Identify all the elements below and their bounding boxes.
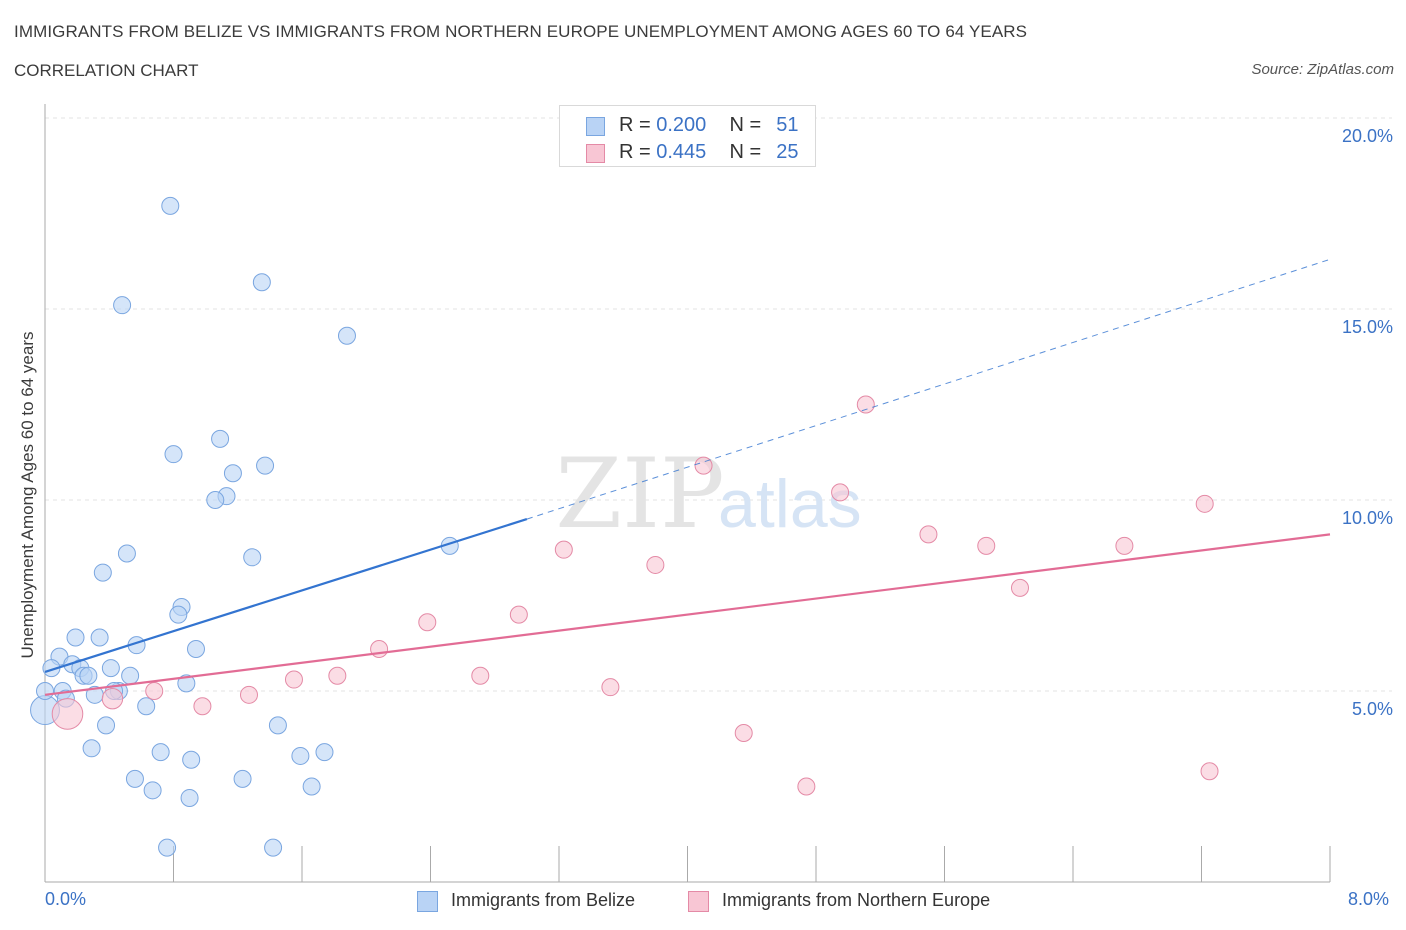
northern-europe-point	[239, 685, 258, 704]
northern-europe-point	[418, 613, 437, 632]
northern-europe-point	[509, 605, 528, 624]
legend-n-label: N =	[729, 114, 762, 136]
belize-point	[291, 746, 310, 765]
belize-point	[252, 273, 271, 292]
y-tick-label: 5.0%	[1352, 699, 1393, 719]
belize-point	[113, 296, 132, 315]
belize-point	[268, 716, 287, 735]
northern-europe-point	[1195, 494, 1214, 513]
x-tick-min: 0.0%	[45, 889, 87, 909]
northern-europe-point	[856, 395, 875, 414]
belize-point	[93, 563, 112, 582]
belize-point	[97, 716, 116, 735]
legend-label-belize: Immigrants from Belize	[451, 890, 636, 910]
belize-point	[79, 666, 98, 685]
northern-europe-point	[694, 456, 713, 475]
belize-point	[169, 605, 188, 624]
belize-point	[143, 781, 162, 800]
belize-trend-extension	[526, 258, 1331, 520]
watermark: ZIP atlas	[555, 438, 861, 550]
northern-europe-point	[328, 666, 347, 685]
legend-r-value: 0.200	[656, 114, 707, 136]
legend-r-label: R =	[619, 114, 651, 136]
northern-europe-point	[977, 536, 996, 555]
watermark-atlas: atlas	[718, 466, 862, 542]
chart-title: IMMIGRANTS FROM BELIZE VS IMMIGRANTS FRO…	[14, 22, 1028, 41]
northern-europe-point	[51, 698, 84, 730]
y-tick-label: 20.0%	[1342, 126, 1393, 146]
northern-europe-point	[919, 525, 938, 544]
belize-point	[223, 464, 242, 483]
y-axis-label: Unemployment Among Ages 60 to 64 years	[18, 331, 37, 659]
legend-n-value: 25	[776, 141, 799, 163]
y-tick-label: 10.0%	[1342, 508, 1393, 528]
belize-point	[180, 788, 199, 807]
belize-point	[315, 743, 334, 762]
belize-point	[90, 628, 109, 647]
belize-point	[161, 196, 180, 215]
legend-r-value: 0.445	[656, 141, 707, 163]
northern-europe-point	[193, 697, 212, 716]
legend-swatch-pink	[688, 891, 709, 912]
belize-point	[66, 628, 85, 647]
northern-europe-point	[284, 670, 303, 689]
watermark-zip: ZIP	[555, 438, 724, 550]
belize-point	[302, 777, 321, 796]
northern-europe-point	[734, 724, 753, 743]
northern-europe-point	[1115, 536, 1134, 555]
legend-r-label: R =	[619, 141, 651, 163]
belize-point	[256, 456, 275, 475]
belize-point	[158, 838, 177, 857]
northern-europe-point	[601, 678, 620, 697]
belize-point	[121, 666, 140, 685]
northern-europe-point	[797, 777, 816, 796]
belize-point	[117, 544, 136, 563]
stats-legend: R = 0.200 N = 51 R = 0.445 N = 25	[559, 105, 816, 167]
belize-point	[243, 548, 262, 567]
belize-trend-line	[44, 518, 528, 673]
northern-europe-point	[471, 666, 490, 685]
belize-point	[206, 491, 225, 509]
belize-point	[233, 769, 252, 788]
belize-point	[264, 838, 283, 857]
belize-point	[137, 697, 156, 716]
legend-swatch-blue	[417, 891, 438, 912]
belize-point	[101, 659, 120, 678]
northern-europe-point	[831, 483, 850, 502]
belize-point	[36, 682, 54, 700]
belize-point	[186, 639, 205, 658]
northern-europe-trend-line	[44, 533, 1331, 696]
y-tick-label: 15.0%	[1342, 317, 1393, 337]
chart-subtitle: CORRELATION CHART	[14, 61, 199, 80]
northern-europe-point	[646, 555, 665, 574]
legend-n-label: N =	[729, 141, 762, 163]
belize-point	[211, 429, 230, 448]
source-label: Source: ZipAtlas.com	[1251, 61, 1394, 78]
belize-point	[151, 743, 170, 762]
belize-point	[182, 750, 201, 769]
belize-point	[125, 769, 144, 788]
x-tick-max: 8.0%	[1348, 889, 1390, 909]
legend-n-value: 51	[776, 114, 799, 136]
y-tick-labels: 5.0% 10.0% 15.0% 20.0%	[1342, 126, 1393, 719]
belize-point	[82, 739, 101, 758]
axes	[44, 104, 1331, 883]
legend-label-northern-europe: Immigrants from Northern Europe	[722, 890, 991, 910]
legend-swatch-pink	[586, 144, 605, 163]
legend-swatch-blue	[586, 117, 605, 136]
northern-europe-point	[1010, 578, 1029, 597]
belize-point	[177, 674, 196, 693]
belize-point	[164, 445, 183, 464]
northern-europe-point	[1200, 762, 1219, 781]
northern-europe-point	[145, 682, 164, 700]
gridlines	[45, 117, 1392, 692]
belize-point	[337, 326, 356, 345]
trend-lines	[44, 258, 1331, 696]
northern-europe-point	[554, 540, 573, 559]
northern-europe-point	[101, 687, 124, 710]
